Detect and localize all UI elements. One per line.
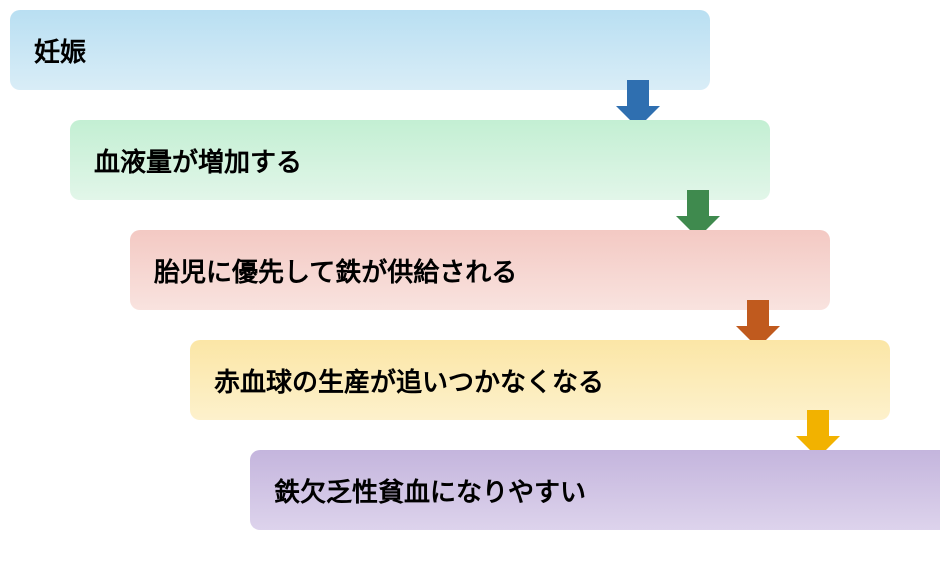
flow-step-label: 赤血球の生産が追いつかなくなる xyxy=(214,362,604,399)
flow-step-label: 胎児に優先して鉄が供給される xyxy=(154,252,517,289)
flow-step-1: 妊娠 xyxy=(10,10,710,90)
flow-step-label: 妊娠 xyxy=(34,32,86,69)
flow-step-label: 鉄欠乏性貧血になりやすい xyxy=(274,472,586,509)
flow-step-2: 血液量が増加する xyxy=(70,120,770,200)
flow-step-5: 鉄欠乏性貧血になりやすい xyxy=(250,450,940,530)
flow-step-4: 赤血球の生産が追いつかなくなる xyxy=(190,340,890,420)
flow-step-3: 胎児に優先して鉄が供給される xyxy=(130,230,830,310)
flow-step-label: 血液量が増加する xyxy=(94,142,302,179)
